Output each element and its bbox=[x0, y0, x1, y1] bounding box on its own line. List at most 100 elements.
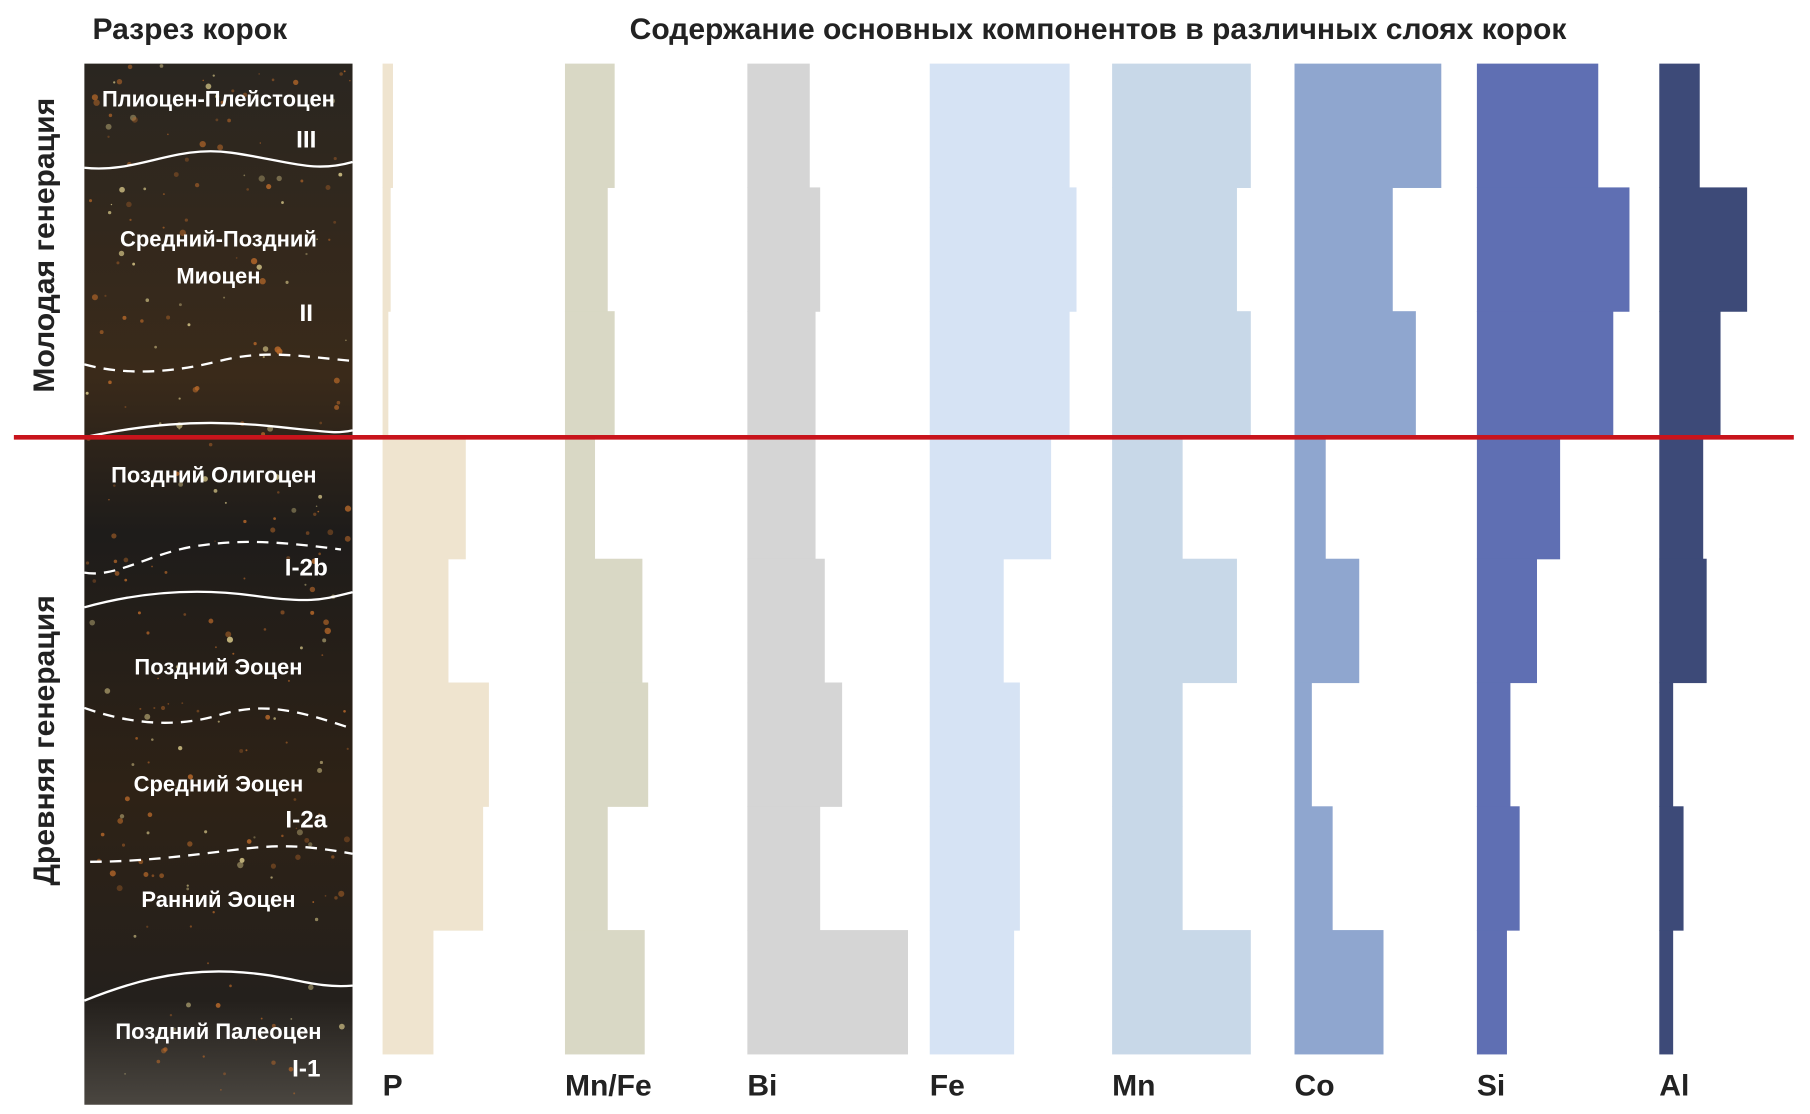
speck bbox=[270, 876, 273, 879]
profile-bar bbox=[929, 187, 1077, 312]
series-label: Fe bbox=[930, 1069, 965, 1102]
speck bbox=[105, 123, 112, 130]
speck bbox=[149, 899, 152, 902]
speck bbox=[164, 570, 168, 574]
speck bbox=[256, 264, 262, 270]
speck bbox=[108, 499, 110, 501]
speck bbox=[338, 890, 345, 897]
profile-bar bbox=[1659, 434, 1704, 560]
speck bbox=[324, 627, 331, 635]
speck bbox=[220, 1089, 222, 1091]
profile-bar bbox=[1294, 63, 1442, 188]
layer-label: Поздний Эоцен bbox=[134, 654, 302, 679]
speck bbox=[175, 471, 180, 476]
profiles: P Mn/Fe Bi Fe Mn Co Si Al bbox=[382, 63, 1748, 1102]
speck bbox=[178, 482, 184, 487]
speck bbox=[109, 870, 116, 877]
speck bbox=[186, 1002, 191, 1008]
speck bbox=[255, 1038, 258, 1041]
speck bbox=[333, 377, 340, 384]
chart-title: Содержание основных компонентов в различ… bbox=[630, 13, 1568, 46]
profile-bar bbox=[382, 682, 489, 807]
speck bbox=[242, 92, 248, 98]
series-label: Co bbox=[1295, 1069, 1335, 1102]
speck bbox=[273, 517, 276, 520]
profile-bar bbox=[1476, 930, 1507, 1055]
speck bbox=[263, 1028, 267, 1031]
profile-bar bbox=[747, 187, 821, 312]
series-label: Mn/Fe bbox=[565, 1069, 652, 1102]
layer-index: I-1 bbox=[292, 1055, 320, 1082]
profile-bar bbox=[564, 63, 615, 188]
profile-bar bbox=[382, 63, 393, 188]
speck bbox=[119, 814, 125, 819]
speck bbox=[345, 339, 347, 342]
speck bbox=[114, 571, 120, 576]
profile-bar bbox=[1294, 311, 1416, 436]
profile-bar bbox=[1294, 930, 1384, 1055]
profile-bar bbox=[929, 930, 1015, 1055]
speck bbox=[91, 294, 98, 301]
speck bbox=[322, 638, 327, 643]
speck bbox=[124, 406, 127, 409]
speck bbox=[113, 81, 116, 84]
profile-bar bbox=[564, 806, 608, 931]
speck bbox=[281, 201, 284, 204]
speck bbox=[178, 397, 181, 400]
speck bbox=[316, 238, 318, 240]
speck bbox=[220, 100, 224, 105]
series-label: Mn bbox=[1112, 1069, 1155, 1102]
layer-boundaries bbox=[83, 150, 353, 1002]
speck bbox=[116, 885, 123, 892]
speck bbox=[108, 113, 113, 118]
speck bbox=[262, 355, 265, 359]
speck bbox=[153, 706, 156, 710]
profile-bar bbox=[1659, 558, 1707, 684]
speck bbox=[224, 501, 227, 504]
speck bbox=[118, 250, 125, 257]
speck bbox=[104, 294, 107, 297]
speck bbox=[187, 323, 191, 327]
layer-label: Поздний Палеоцен bbox=[115, 1019, 321, 1044]
speck bbox=[194, 182, 200, 188]
speck bbox=[304, 837, 310, 843]
speck bbox=[124, 1072, 126, 1075]
speck bbox=[293, 1092, 296, 1095]
speck bbox=[324, 895, 327, 897]
speck bbox=[119, 186, 125, 193]
speck bbox=[130, 114, 137, 121]
speck bbox=[135, 737, 138, 740]
profile-bar bbox=[1294, 187, 1393, 312]
profile-bar bbox=[564, 682, 649, 807]
speck bbox=[208, 442, 213, 447]
crust-photo: Плиоцен-Плейстоцен III Средний-Поздний М… bbox=[83, 63, 353, 1105]
speck bbox=[85, 391, 89, 395]
speck bbox=[117, 818, 124, 824]
speck bbox=[111, 533, 117, 539]
speck bbox=[295, 854, 301, 860]
speck bbox=[243, 519, 247, 524]
speck bbox=[346, 747, 349, 750]
speck bbox=[214, 94, 220, 99]
profile-bar bbox=[382, 311, 389, 436]
speck bbox=[214, 540, 216, 542]
speck bbox=[205, 83, 212, 90]
speck bbox=[104, 688, 111, 694]
speck bbox=[196, 709, 200, 713]
profile-bar bbox=[382, 187, 391, 312]
section-title: Разрез корок bbox=[92, 13, 288, 46]
speck bbox=[150, 480, 155, 485]
speck bbox=[147, 812, 153, 818]
speck bbox=[177, 267, 181, 271]
profile-bar bbox=[1476, 63, 1599, 188]
speck bbox=[272, 675, 275, 678]
speck bbox=[232, 652, 235, 655]
profile-bar bbox=[1476, 187, 1630, 312]
speck bbox=[214, 646, 217, 649]
speck bbox=[243, 174, 246, 177]
speck bbox=[132, 262, 136, 266]
speck bbox=[186, 887, 190, 891]
speck bbox=[239, 857, 245, 863]
speck bbox=[183, 785, 187, 790]
speck bbox=[243, 577, 246, 580]
